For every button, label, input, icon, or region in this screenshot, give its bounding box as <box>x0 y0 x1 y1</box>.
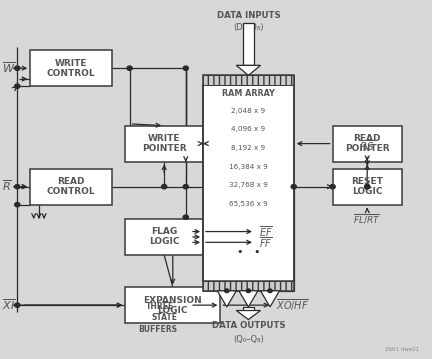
Text: $\overline{W}$: $\overline{W}$ <box>2 60 16 75</box>
Circle shape <box>15 185 20 189</box>
Bar <box>30 50 112 86</box>
Text: THREE-
STATE
BUFFERS: THREE- STATE BUFFERS <box>138 302 177 334</box>
Circle shape <box>183 66 188 70</box>
Bar <box>333 126 402 162</box>
Bar <box>203 85 294 281</box>
Text: RESET: RESET <box>351 177 383 186</box>
Circle shape <box>162 185 167 189</box>
Text: LOGIC: LOGIC <box>149 237 179 247</box>
Bar <box>203 75 294 85</box>
Text: DATA OUTPUTS: DATA OUTPUTS <box>212 321 285 330</box>
Bar <box>125 287 220 323</box>
Circle shape <box>246 289 251 293</box>
Text: 8,192 x 9: 8,192 x 9 <box>232 145 265 151</box>
Circle shape <box>15 84 20 88</box>
Text: EXPANSION: EXPANSION <box>143 295 202 305</box>
Circle shape <box>15 202 20 207</box>
Text: LOGIC: LOGIC <box>158 306 188 315</box>
Text: POINTER: POINTER <box>345 144 390 153</box>
Text: FLAG: FLAG <box>151 227 177 237</box>
Text: POINTER: POINTER <box>142 144 187 153</box>
Text: $\overline{FF}$: $\overline{FF}$ <box>259 235 273 250</box>
Circle shape <box>183 215 188 219</box>
Text: DATA INPUTS: DATA INPUTS <box>216 11 280 20</box>
Text: $\overline{XO/HF}$: $\overline{XO/HF}$ <box>276 297 309 313</box>
Text: READ: READ <box>353 134 381 143</box>
Text: LOGIC: LOGIC <box>352 187 382 196</box>
Text: $\overline{EF}$: $\overline{EF}$ <box>259 224 273 239</box>
Text: READ: READ <box>57 177 85 186</box>
Text: RAM ARRAY: RAM ARRAY <box>222 89 275 98</box>
Circle shape <box>127 66 132 70</box>
Circle shape <box>365 185 370 189</box>
Text: CONTROL: CONTROL <box>47 69 95 78</box>
Text: •: • <box>254 247 260 257</box>
Bar <box>203 75 294 291</box>
Text: WRITE: WRITE <box>55 59 88 68</box>
Polygon shape <box>243 23 254 65</box>
Circle shape <box>183 185 188 189</box>
Circle shape <box>365 185 370 189</box>
Text: 65,536 x 9: 65,536 x 9 <box>229 201 268 207</box>
Text: $\overline{XI}$: $\overline{XI}$ <box>2 297 16 312</box>
Circle shape <box>291 185 296 189</box>
Text: $\overline{RS}$: $\overline{RS}$ <box>359 138 375 153</box>
Circle shape <box>15 66 20 70</box>
Text: 2661 dwe01: 2661 dwe01 <box>385 347 419 352</box>
Text: 4,096 x 9: 4,096 x 9 <box>232 126 265 132</box>
Polygon shape <box>236 311 260 320</box>
Text: •: • <box>236 247 243 257</box>
Text: 2,048 x 9: 2,048 x 9 <box>232 108 265 114</box>
Text: 16,384 x 9: 16,384 x 9 <box>229 164 268 170</box>
Text: WRITE: WRITE <box>148 134 181 143</box>
Circle shape <box>330 185 335 189</box>
Text: (Q₀–Q₈): (Q₀–Q₈) <box>233 335 264 344</box>
Text: $\overline{FL/RT}$: $\overline{FL/RT}$ <box>353 212 381 226</box>
Polygon shape <box>243 307 254 311</box>
Bar <box>203 281 294 291</box>
Text: CONTROL: CONTROL <box>47 187 95 196</box>
Polygon shape <box>239 291 258 307</box>
Circle shape <box>225 289 229 293</box>
Bar <box>125 219 203 255</box>
Circle shape <box>15 303 20 307</box>
Text: $\overline{R}$: $\overline{R}$ <box>2 179 12 193</box>
Bar <box>30 169 112 205</box>
Circle shape <box>268 289 272 293</box>
Bar <box>333 169 402 205</box>
Polygon shape <box>260 291 280 307</box>
Text: (D₀–D₈): (D₀–D₈) <box>233 23 264 32</box>
Bar <box>125 126 203 162</box>
Text: 32,768 x 9: 32,768 x 9 <box>229 182 268 188</box>
Polygon shape <box>217 291 236 307</box>
Polygon shape <box>236 65 260 75</box>
